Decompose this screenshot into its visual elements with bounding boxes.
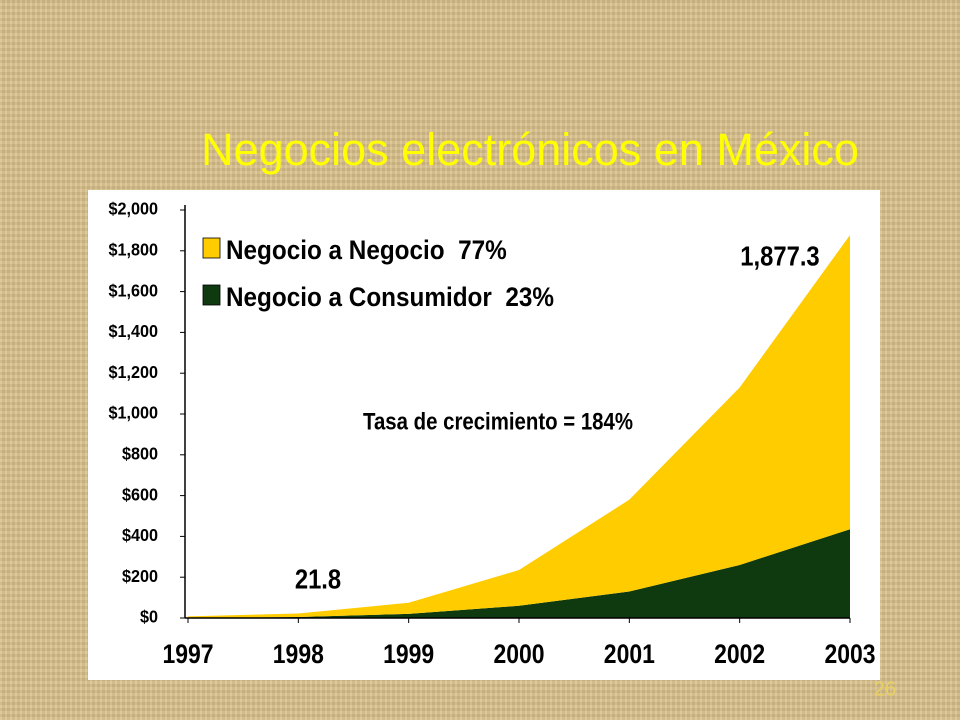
y-tick-label: $800	[122, 444, 158, 464]
x-tick-label: 2002	[714, 639, 765, 669]
legend-label: Negocio a Consumidor 23%	[226, 283, 554, 312]
y-tick-label: $2,000	[108, 199, 158, 219]
y-tick-label: $200	[122, 566, 158, 586]
y-tick-label: $1,600	[108, 281, 158, 301]
y-tick-label: $1,000	[108, 403, 158, 423]
x-tick-label: 2003	[824, 639, 875, 669]
annotation: 21.8	[295, 563, 341, 595]
x-tick-label: 1999	[383, 639, 434, 669]
y-tick-label: $600	[122, 485, 158, 505]
annotation: Tasa de crecimiento = 184%	[363, 408, 633, 435]
x-tick-label: 2000	[493, 639, 544, 669]
y-tick-label: $0	[140, 607, 158, 627]
y-tick-label: $1,800	[108, 240, 158, 260]
area	[188, 529, 850, 618]
y-tick-label: $400	[122, 525, 158, 545]
slide-title: Negocios electrónicos en México	[201, 124, 859, 175]
y-tick-label: $1,200	[108, 362, 158, 382]
area	[188, 235, 850, 618]
legend-swatch	[202, 284, 221, 306]
x-tick-label: 2001	[604, 639, 655, 669]
x-tick-label: 1997	[162, 639, 213, 669]
x-tick-label: 1998	[273, 639, 324, 669]
y-tick-label: $1,400	[108, 321, 158, 341]
page-number: 26	[874, 678, 896, 700]
annotation: 1,877.3	[740, 240, 819, 272]
legend-label: Negocio a Negocio 77%	[226, 236, 507, 265]
legend-swatch	[202, 237, 221, 259]
